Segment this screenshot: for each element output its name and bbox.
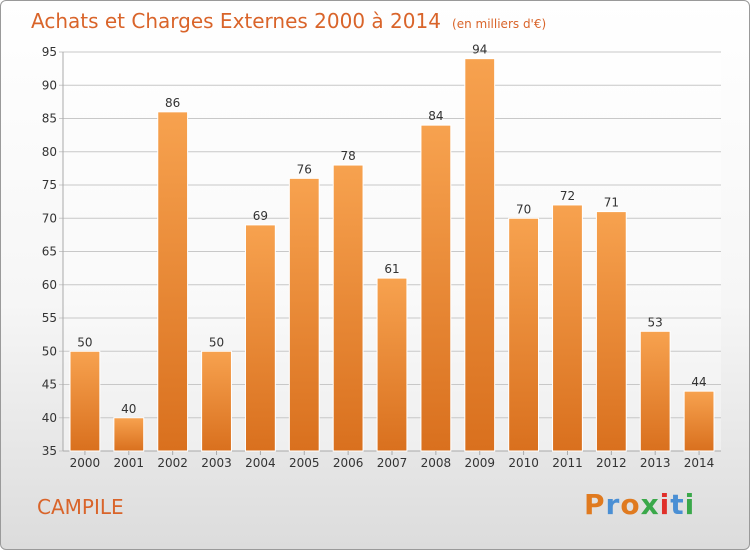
chart-title: Achats et Charges Externes 2000 à 2014 (… bbox=[31, 9, 546, 33]
y-tick-label: 75 bbox=[42, 178, 57, 192]
bar-2012 bbox=[595, 211, 627, 452]
x-tick-label: 2004 bbox=[245, 456, 276, 470]
proxiti-logo: Proxiti bbox=[584, 488, 696, 521]
data-label: 72 bbox=[560, 189, 575, 203]
bar-2013 bbox=[639, 330, 671, 452]
bar-2006 bbox=[332, 164, 364, 452]
bar-2011 bbox=[552, 204, 583, 452]
y-tick-label: 60 bbox=[42, 278, 57, 292]
x-tick-label: 2003 bbox=[201, 456, 232, 470]
data-label: 86 bbox=[165, 96, 180, 110]
x-tick-label: 2001 bbox=[114, 456, 145, 470]
y-tick-label: 95 bbox=[42, 45, 57, 59]
y-tick-label: 85 bbox=[42, 112, 57, 126]
data-label: 94 bbox=[472, 43, 487, 57]
x-tick-label: 2013 bbox=[640, 456, 671, 470]
data-label: 69 bbox=[253, 209, 268, 223]
x-tick-label: 2008 bbox=[421, 456, 452, 470]
data-label: 50 bbox=[209, 335, 224, 349]
data-label: 40 bbox=[121, 402, 136, 416]
bar-2009 bbox=[464, 58, 496, 452]
y-tick-label: 65 bbox=[42, 245, 57, 259]
y-tick-label: 90 bbox=[42, 78, 57, 92]
x-tick-label: 2011 bbox=[552, 456, 583, 470]
data-label: 71 bbox=[604, 196, 619, 210]
y-tick-label: 35 bbox=[42, 444, 57, 458]
data-label: 84 bbox=[428, 109, 443, 123]
y-tick-label: 70 bbox=[42, 211, 57, 225]
data-label: 53 bbox=[648, 315, 663, 329]
bar-2000 bbox=[69, 350, 101, 452]
bar-2004 bbox=[244, 224, 276, 452]
bar-2001 bbox=[113, 417, 145, 452]
data-label: 76 bbox=[297, 162, 312, 176]
data-label: 70 bbox=[516, 202, 531, 216]
data-label: 44 bbox=[691, 375, 706, 389]
bar-2010 bbox=[508, 217, 540, 452]
x-tick-label: 2005 bbox=[289, 456, 320, 470]
x-tick-label: 2010 bbox=[508, 456, 539, 470]
y-tick-label: 45 bbox=[42, 378, 57, 392]
data-label: 50 bbox=[77, 335, 92, 349]
bar-2003 bbox=[201, 350, 232, 452]
bar-2002 bbox=[157, 111, 189, 452]
x-tick-label: 2007 bbox=[377, 456, 408, 470]
title-text: Achats et Charges Externes 2000 à 2014 bbox=[31, 9, 441, 33]
unit-text: (en milliers d'€) bbox=[452, 17, 547, 31]
x-tick-label: 2002 bbox=[157, 456, 188, 470]
x-tick-label: 2009 bbox=[464, 456, 495, 470]
bar-2014 bbox=[683, 390, 715, 452]
y-tick-label: 80 bbox=[42, 145, 57, 159]
data-label: 61 bbox=[384, 262, 399, 276]
y-tick-label: 55 bbox=[42, 311, 57, 325]
commune-name: CAMPILE bbox=[37, 495, 124, 519]
x-tick-label: 2000 bbox=[70, 456, 101, 470]
y-tick-label: 40 bbox=[42, 411, 57, 425]
bar-2005 bbox=[288, 177, 320, 452]
bar-2007 bbox=[376, 277, 408, 452]
y-tick-label: 50 bbox=[42, 344, 57, 358]
x-tick-label: 2014 bbox=[684, 456, 715, 470]
x-tick-label: 2012 bbox=[596, 456, 627, 470]
data-label: 78 bbox=[340, 149, 355, 163]
x-tick-label: 2006 bbox=[333, 456, 364, 470]
bar-2008 bbox=[420, 124, 452, 452]
